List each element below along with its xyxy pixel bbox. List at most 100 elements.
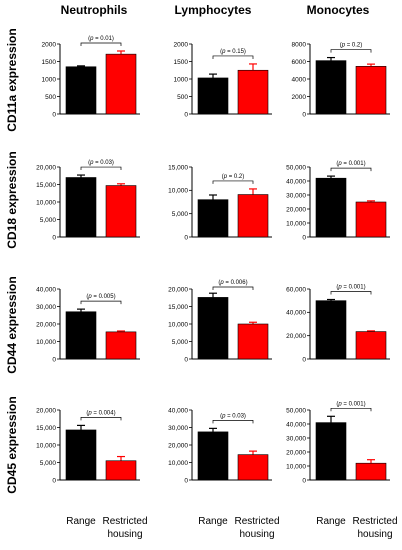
panel-r2c2-ytick-label: 60,000 <box>286 286 306 293</box>
panel-r0c2-ytick-label: 0 <box>302 111 306 118</box>
xlabel-restricted-c2: Restricted <box>352 516 397 527</box>
panel-r0c0-p-value: (p = 0.01) <box>88 36 114 42</box>
panel-r1c1-ytick-label: 0 <box>184 234 188 241</box>
panel-r3c0-ytick-label: 15,000 <box>36 425 56 432</box>
panel-r3c0-bar-restricted <box>105 460 137 481</box>
panel-r1c0-bar-range <box>65 177 97 238</box>
panel-r0c1-bracket <box>212 55 254 59</box>
column-title-monocytes: Monocytes <box>307 3 370 17</box>
panel-r0c0-ytick-label: 2000 <box>42 41 57 48</box>
panel-r1c2-ytick-label: 20,000 <box>286 206 306 213</box>
panel-r2c0-ytick-label: 40,000 <box>36 286 56 293</box>
row-title-1: CD18 expression <box>5 151 19 248</box>
panel-r1c1-bar-restricted <box>237 194 269 238</box>
panel-r2c1-ytick-label: 5,000 <box>172 339 189 346</box>
panel-r2c2-ytick-label: 20,000 <box>286 333 306 340</box>
panel-r3c1-bar-range <box>197 431 229 481</box>
panel-r3c0-ytick-label: 20,000 <box>36 407 56 414</box>
panel-r0c2-bar-range <box>315 60 347 115</box>
panel-r1c2-ytick-label: 0 <box>302 234 306 241</box>
panel-r0c2-p-value: (p = 0.2) <box>340 43 363 49</box>
panel-r1c0-ytick-label: 20,000 <box>36 164 56 171</box>
panel-r1c1-ytick-label: 15,000 <box>168 164 188 171</box>
panel-r1c1-bar-range <box>197 199 229 238</box>
panel-r2c0-ytick-label: 10,000 <box>36 339 56 346</box>
panel-r3c0-p-value: (p = 0.004) <box>86 410 115 416</box>
panel-r3c0-bracket <box>80 417 122 421</box>
panel-r3c0-ytick-label: 5,000 <box>40 460 57 467</box>
panel-r1c1-p-value: (p = 0.2) <box>222 174 245 180</box>
panel-r0c1-ytick-label: 500 <box>177 94 188 101</box>
panel-r2c0-ytick-label: 30,000 <box>36 304 56 311</box>
panel-r0c2-ytick-label: 2000 <box>292 94 307 101</box>
panel-r0c0-bar-restricted <box>105 53 137 115</box>
panel-r0c1-ytick-label: 0 <box>184 111 188 118</box>
xlabel-range-c0: Range <box>66 516 96 527</box>
panel-r0c1-ytick-label: 2000 <box>174 41 189 48</box>
column-title-lymphocytes: Lymphocytes <box>175 3 252 17</box>
panel-r2c2-ytick-label: 0 <box>302 356 306 363</box>
panel-r1c0-bracket <box>80 166 122 171</box>
panel-r3c0-ytick-label: 0 <box>52 477 56 484</box>
panel-r3c2-ytick-label: 10,000 <box>286 463 306 470</box>
panel-r3c0-ytick-label: 10,000 <box>36 442 56 449</box>
panel-r2c1-ytick-label: 0 <box>184 356 188 363</box>
xlabel-housing-c2: housing <box>357 529 392 540</box>
panel-r0c0-ytick-label: 500 <box>45 94 56 101</box>
panel-r2c1-p-value: (p = 0.006) <box>218 280 247 286</box>
panel-r3c1-bar-restricted <box>237 454 269 481</box>
panel-r0c0-ytick-label: 0 <box>52 111 56 118</box>
row-title-0: CD11a expression <box>5 28 19 131</box>
panel-r2c0-ytick-label: 20,000 <box>36 321 56 328</box>
panel-r2c2-bar-range <box>315 300 347 360</box>
panel-r1c2-ytick-label: 50,000 <box>286 164 306 171</box>
panel-r1c2-bracket <box>330 167 372 172</box>
panel-r0c1-bar-range <box>197 77 229 115</box>
panel-r0c2-ytick-label: 6000 <box>292 59 307 66</box>
row-title-3: CD45 expression <box>5 396 19 493</box>
panel-r2c0-bracket <box>80 300 122 305</box>
panel-r0c2-bracket <box>330 49 372 53</box>
panel-r2c1-ytick-label: 20,000 <box>168 286 188 293</box>
panel-r2c2-bracket <box>330 291 372 295</box>
panel-r2c1-ytick-label: 15,000 <box>168 304 188 311</box>
row-title-2: CD44 expression <box>5 276 19 373</box>
panel-r1c2-ytick-label: 10,000 <box>286 220 306 227</box>
panel-r1c2-bar-restricted <box>355 201 387 238</box>
panel-r0c2-ytick-label: 8000 <box>292 41 307 48</box>
panel-r3c1-bracket <box>212 420 254 424</box>
xlabel-restricted-c1: Restricted <box>234 516 279 527</box>
panel-r1c1-bracket <box>212 180 254 184</box>
panel-r3c2-bar-range <box>315 422 347 481</box>
panel-r3c2-ytick-label: 50,000 <box>286 407 306 414</box>
panel-r2c2-p-value: (p = 0.001) <box>336 285 365 291</box>
panel-r0c2-ytick-label: 4000 <box>292 76 307 83</box>
panel-r0c1-ytick-label: 1000 <box>174 76 189 83</box>
column-title-neutrophils: Neutrophils <box>61 3 128 17</box>
panel-r2c1-ytick-label: 10,000 <box>168 321 188 328</box>
panel-r0c0-ytick-label: 1000 <box>42 76 57 83</box>
panel-r1c0-ytick-label: 15,000 <box>36 182 56 189</box>
panel-r2c0-bar-range <box>65 311 97 360</box>
panel-r2c1-bracket <box>212 286 254 290</box>
panel-r1c0-ytick-label: 5,000 <box>40 217 57 224</box>
panel-r3c2-bracket <box>330 407 372 412</box>
panel-r3c2-p-value: (p = 0.001) <box>336 401 365 407</box>
xlabel-range-c2: Range <box>316 516 346 527</box>
panel-r3c1-ytick-label: 20,000 <box>168 442 188 449</box>
panel-r1c1-ytick-label: 10,000 <box>168 188 188 195</box>
panel-r1c2-ytick-label: 30,000 <box>286 192 306 199</box>
panel-r3c0-bar-range <box>65 429 97 481</box>
xlabel-housing-c1: housing <box>239 529 274 540</box>
panel-r0c0-bracket <box>80 42 122 46</box>
panel-r1c0-bar-restricted <box>105 185 137 238</box>
panel-r0c1-p-value: (p = 0.15) <box>220 49 246 55</box>
panel-r1c2-bar-range <box>315 177 347 238</box>
panel-r3c1-p-value: (p = 0.03) <box>220 413 246 419</box>
panel-r2c0-p-value: (p = 0.005) <box>86 294 115 300</box>
panel-r0c0-bar-range <box>65 66 97 115</box>
panel-r3c1-ytick-label: 40,000 <box>168 407 188 414</box>
panel-r1c0-ytick-label: 0 <box>52 234 56 241</box>
panel-r1c2-ytick-label: 40,000 <box>286 178 306 185</box>
